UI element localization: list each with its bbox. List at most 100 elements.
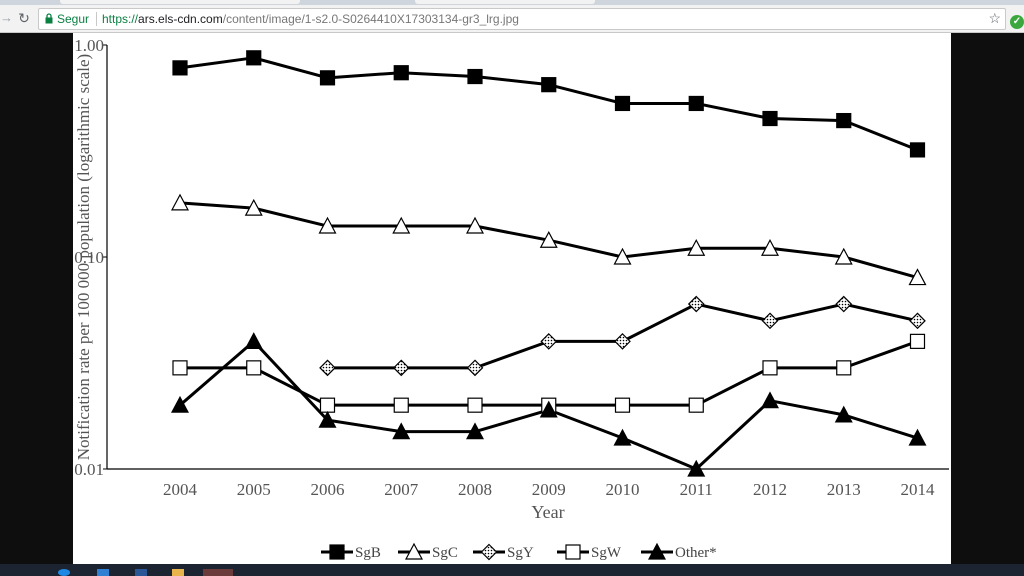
point-sgc [539, 230, 558, 248]
point-sgy [540, 333, 558, 350]
x-tick-label: 2004 [163, 480, 198, 499]
x-tick-label: 2009 [532, 480, 566, 499]
point-other [834, 405, 853, 423]
point-other [466, 422, 484, 440]
point-sgy [319, 359, 336, 377]
point-sgb [246, 50, 262, 66]
legend-label-sgy: SgY [507, 545, 534, 561]
url-text[interactable]: https://ars.els-cdn.com/content/image/1-… [102, 11, 519, 27]
point-other [908, 428, 927, 446]
point-sgw [467, 397, 483, 413]
x-tick-label: 2011 [680, 480, 713, 499]
x-tick-label: 2005 [237, 480, 271, 499]
taskbar [0, 564, 1024, 576]
series-line-sgw [180, 339, 919, 407]
browser-toolbar: → ↻ Segur https://ars.els-cdn.com/conten… [0, 5, 1024, 33]
y-tick-label: 0.01 [74, 460, 104, 479]
tab-strip [0, 0, 1024, 5]
point-sgw [319, 397, 336, 413]
browser-tab[interactable] [415, 0, 595, 4]
point-sgw [393, 397, 409, 413]
legend-marker-sgy [480, 543, 498, 561]
series-line-sgb [179, 56, 919, 152]
line-chart: 0.01 0.10 1.00 2004 2005 2006 2007 2008 2009 2010… [74, 36, 949, 561]
point-sgw [688, 397, 704, 413]
point-other [392, 422, 411, 440]
x-axis-title: Year [531, 502, 564, 522]
x-tick-label: 2014 [901, 480, 936, 499]
point-sgw [836, 360, 852, 376]
point-sgc [687, 238, 706, 256]
lock-icon [45, 13, 53, 24]
star-icon[interactable]: ☆ [988, 10, 1001, 26]
address-bar[interactable]: Segur https://ars.els-cdn.com/content/im… [38, 8, 1006, 30]
point-sgc [613, 247, 632, 265]
point-sgc [908, 268, 927, 286]
point-sgy [687, 295, 705, 313]
point-sgb [393, 65, 409, 81]
point-sgw [909, 333, 926, 349]
check-circle-icon[interactable]: ✓ [1010, 15, 1024, 29]
point-sgb [541, 77, 557, 93]
point-sgy [614, 333, 631, 350]
back-arrow-icon[interactable]: → [0, 10, 13, 25]
point-other [613, 428, 632, 446]
app-icon[interactable] [97, 569, 109, 576]
point-other [687, 459, 706, 477]
legend-marker-sgw [565, 544, 581, 560]
browser-tab[interactable] [60, 0, 300, 4]
legend-label-other: Other* [675, 545, 717, 561]
point-other [318, 410, 337, 428]
x-tick-label: 2013 [827, 480, 861, 499]
legend-marker-other [648, 542, 666, 560]
point-sgb [688, 95, 704, 112]
url-path: /content/image/1-s2.0-S0264410X17303134-… [222, 12, 519, 26]
chart-figure: 0.01 0.10 1.00 2004 2005 2006 2007 2008 2009 2010… [73, 33, 951, 564]
point-sgb [836, 112, 852, 129]
point-sgw [762, 360, 778, 376]
point-sgc [392, 216, 411, 234]
secure-label[interactable]: Segur [57, 12, 90, 26]
folder-icon[interactable] [172, 569, 184, 576]
point-other [171, 395, 189, 413]
legend-label-sgb: SgB [355, 545, 381, 561]
point-sgb [319, 70, 336, 86]
url-scheme: https:// [102, 12, 139, 26]
point-sgy [392, 359, 410, 377]
point-sgc [318, 216, 337, 234]
point-sgb [467, 68, 483, 85]
point-other [244, 332, 263, 349]
point-sgw [614, 397, 631, 413]
omnibox-divider [96, 12, 97, 26]
point-sgy [835, 295, 853, 313]
legend-marker-sgb [329, 544, 345, 560]
point-other [761, 391, 779, 409]
y-axis-title: Notification rate per 100 000 population… [74, 54, 93, 460]
point-sgb [762, 110, 778, 127]
point-sgc [171, 193, 189, 211]
x-tick-label: 2006 [311, 480, 345, 499]
x-tick-label: 2007 [384, 480, 419, 499]
point-sgc [466, 216, 484, 234]
legend-label-sgw: SgW [591, 545, 622, 561]
chrome-icon[interactable] [203, 569, 233, 576]
x-tick-label: 2012 [753, 480, 787, 499]
point-sgc [761, 238, 779, 256]
point-sgb [614, 95, 631, 112]
url-host: ars.els-cdn.com [138, 12, 223, 26]
app-icon[interactable] [135, 569, 147, 576]
point-sgy [909, 312, 926, 330]
point-sgy [761, 312, 779, 330]
app-icon[interactable] [58, 569, 70, 576]
reload-icon[interactable]: ↻ [18, 10, 30, 26]
point-sgy [466, 359, 484, 377]
point-sgb [909, 142, 926, 158]
y-tick-label: 0.10 [74, 248, 104, 267]
legend-label-sgc: SgC [432, 545, 458, 561]
y-tick-label: 1.00 [74, 36, 104, 55]
point-other [539, 400, 558, 418]
x-tick-label: 2008 [458, 480, 492, 499]
point-sgc [834, 247, 853, 265]
legend-marker-sgc [405, 542, 423, 560]
x-tick-label: 2010 [606, 480, 640, 499]
